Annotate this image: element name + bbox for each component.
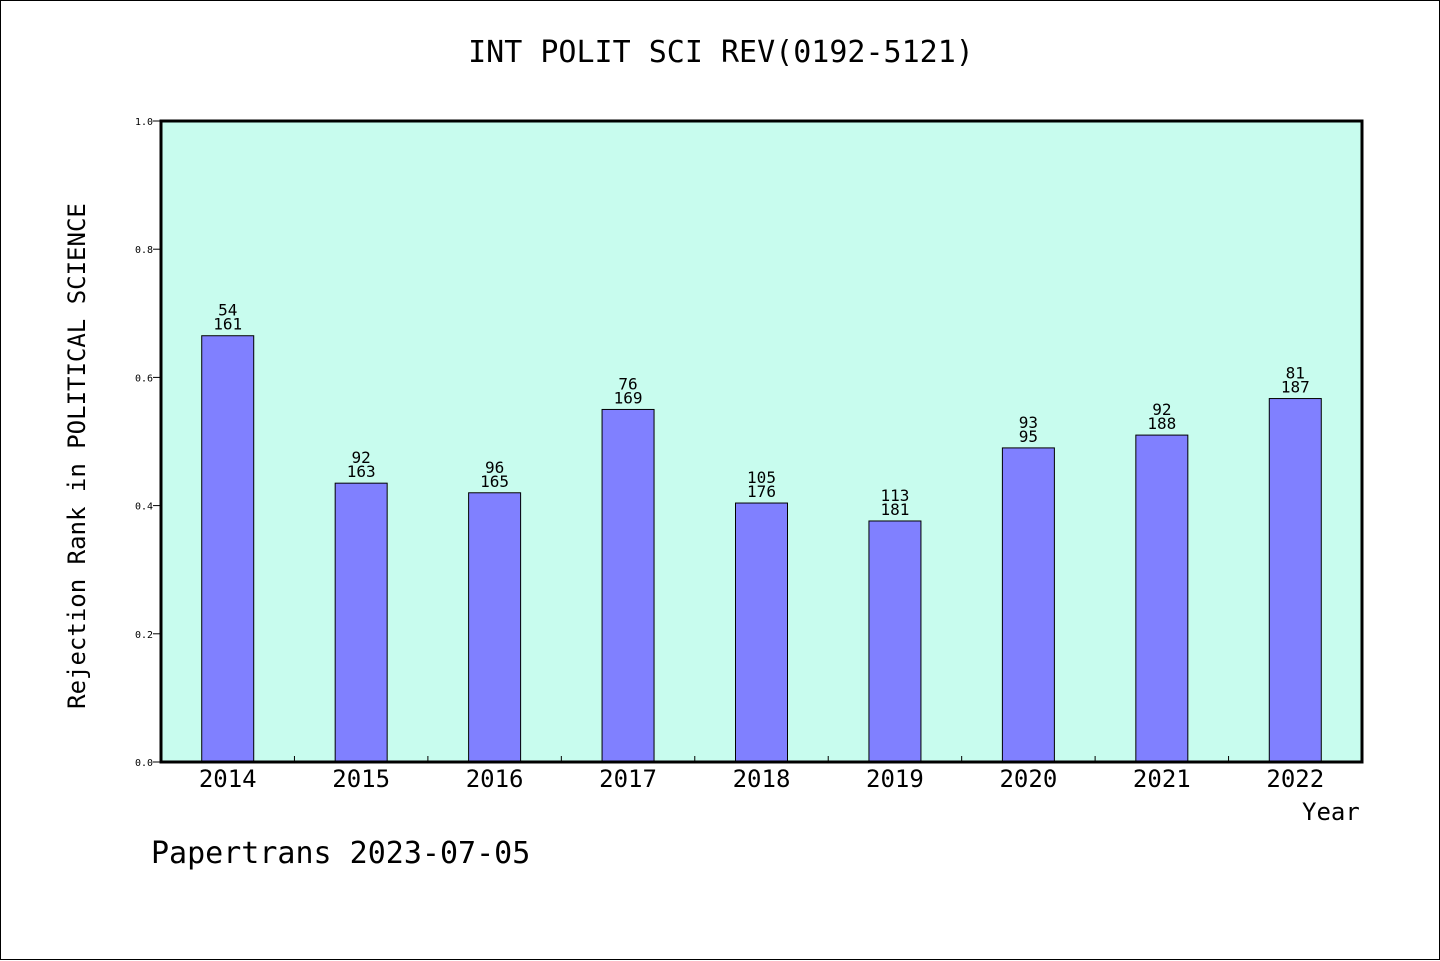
- bar-label-top: 92: [352, 448, 371, 467]
- y-tick-label: 1.0: [135, 117, 153, 128]
- y-tick-label: 0.4: [135, 502, 153, 513]
- x-tick-label: 2022: [1266, 765, 1324, 793]
- bar: [868, 520, 922, 763]
- bar-label-top: 54: [218, 301, 237, 320]
- x-tick-label: 2018: [733, 765, 791, 793]
- x-tick-label: 2020: [999, 765, 1057, 793]
- bar-label-bottom: 163: [347, 462, 376, 481]
- bar-label-bottom: 161: [213, 315, 242, 334]
- bar-label-bottom: 187: [1281, 378, 1310, 397]
- bar: [201, 335, 255, 763]
- y-tick-label: 0.8: [135, 245, 153, 256]
- x-tick-label: 2015: [332, 765, 390, 793]
- bar-label-top: 81: [1286, 364, 1305, 383]
- bar-label-bottom: 95: [1019, 427, 1038, 446]
- bar-label-top: 113: [880, 486, 909, 505]
- bar: [735, 502, 788, 763]
- bar-label-bottom: 169: [614, 388, 643, 407]
- bar: [1268, 398, 1322, 763]
- bar-label-top: 76: [618, 374, 637, 393]
- x-tick-label: 2014: [199, 765, 257, 793]
- y-tick-label: 0.0: [135, 758, 153, 769]
- bar: [468, 492, 522, 763]
- bar: [1001, 447, 1055, 763]
- y-tick-label: 0.6: [135, 373, 153, 384]
- x-axis-label: Year: [1302, 798, 1360, 826]
- bar-label-bottom: 188: [1147, 414, 1176, 433]
- x-tick-label: 2021: [1133, 765, 1191, 793]
- bar-label-bottom: 165: [480, 472, 509, 491]
- bar: [601, 408, 655, 763]
- bar: [334, 482, 388, 763]
- bar-label-bottom: 176: [747, 482, 776, 501]
- bar-label-top: 92: [1152, 400, 1171, 419]
- bar: [1135, 434, 1189, 763]
- footer-text: Papertrans 2023-07-05: [151, 836, 531, 871]
- bar-label-bottom: 181: [880, 500, 909, 519]
- plot-border: [159, 119, 1364, 764]
- x-tick-label: 2016: [466, 765, 524, 793]
- x-tick-label: 2017: [599, 765, 657, 793]
- bar-label-top: 96: [485, 458, 504, 477]
- bar-label-top: 93: [1019, 413, 1038, 432]
- x-tick-label: 2019: [866, 765, 924, 793]
- y-tick-label: 0.2: [135, 630, 153, 641]
- bar-label-top: 105: [747, 468, 776, 487]
- chart-title: INT POLIT SCI REV(0192-5121): [468, 35, 974, 70]
